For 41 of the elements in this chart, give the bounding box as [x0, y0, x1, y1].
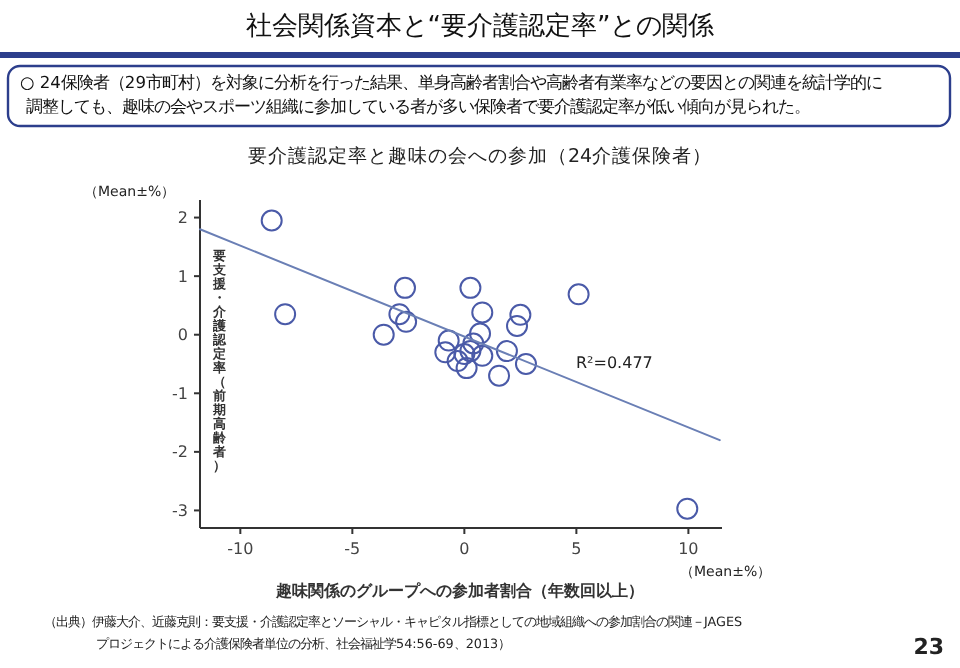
x-tick-label: 5: [571, 540, 582, 558]
y-tick-label: -3: [172, 502, 188, 521]
point: [514, 353, 537, 375]
point: [388, 303, 411, 326]
chart-title: 社会関係資本と“要介護認定率”との関係: [245, 10, 715, 42]
point: [459, 340, 482, 363]
y-tick-label: 2: [177, 209, 188, 228]
point: [469, 322, 492, 345]
point: [372, 323, 395, 346]
y-tick-label: -1: [172, 384, 188, 403]
point: [437, 329, 460, 352]
x-tick-label: -10: [227, 540, 254, 558]
point: [453, 343, 476, 366]
point: [506, 314, 529, 337]
x-axis-title: 趣味関係のグループへの参加者割合（年数回以上）: [274, 582, 644, 600]
x-tick-label: 10: [678, 540, 699, 558]
point: [567, 283, 590, 306]
point: [509, 303, 532, 326]
point: [395, 310, 418, 333]
point: [260, 209, 283, 232]
text: 要介護認定率と趣味の会への参加（24介護保険者）: [247, 144, 713, 168]
point: [434, 341, 457, 364]
y-tick-label: 1: [177, 267, 188, 286]
point: [455, 357, 478, 380]
point: [495, 340, 518, 363]
annotation: R²=0.477: [576, 354, 653, 372]
point: [471, 301, 494, 324]
point: [274, 303, 297, 326]
point: [459, 276, 482, 299]
y-tick-label: 0: [177, 326, 188, 345]
x-tick-label: -5: [344, 540, 361, 558]
point: [446, 350, 469, 373]
point: [471, 344, 494, 367]
point: [393, 276, 416, 299]
point: [488, 364, 511, 387]
text: 23: [913, 634, 944, 660]
point: [676, 497, 699, 520]
chart-subtitle: ○ 24保険者（29市町村）を対象に分析を行った結果、単身高齢者割合や高齢者有業率などの要因との関連を統計学的に調整しても、趣味の会やスポーツ組織に参加している者が多い保険者で要介護認定率が低い傾向が見られた。: [20, 72, 882, 116]
point: [462, 332, 485, 355]
y-tick-label: -2: [172, 443, 188, 462]
x-tick-label: 0: [459, 540, 470, 558]
